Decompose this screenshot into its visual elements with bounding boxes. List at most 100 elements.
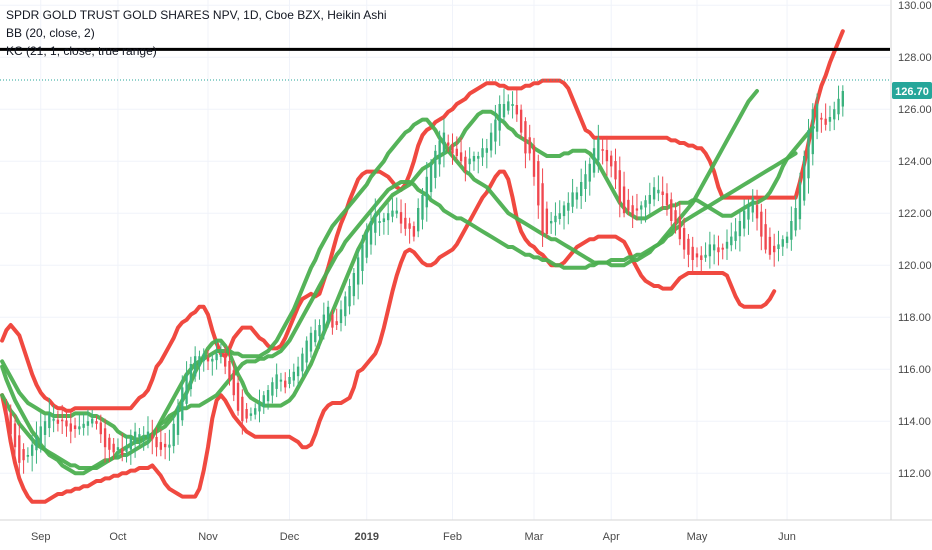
candle-up [189, 364, 193, 390]
candle-down [682, 228, 686, 250]
candle-up [386, 213, 390, 221]
candle-up [421, 195, 424, 220]
candle-up [279, 379, 283, 382]
candle-down [13, 423, 17, 448]
candle-up [39, 426, 42, 444]
legend: SPDR GOLD TRUST GOLD SHARES NPV, 1D, Cbo… [6, 6, 387, 60]
candle-up [815, 104, 819, 132]
candle-up [434, 150, 437, 178]
candle-up [271, 382, 274, 396]
symbol-title[interactable]: SPDR GOLD TRUST GOLD SHARES NPV, 1D, Cbo… [6, 8, 387, 22]
candle-down [773, 245, 776, 253]
candle-up [807, 130, 810, 179]
candle-down [241, 396, 244, 422]
candle-up [777, 244, 780, 250]
candle-down [284, 380, 287, 388]
candle-up [326, 306, 330, 323]
candle-down [674, 210, 677, 224]
candle-up [730, 236, 733, 246]
candle-up [549, 221, 553, 224]
candle-up [640, 205, 643, 210]
candle-down [69, 423, 72, 432]
candle-down [528, 137, 531, 154]
candle-up [811, 109, 814, 155]
candle-up [395, 210, 398, 214]
candle-down [519, 109, 523, 133]
candle-up [417, 208, 420, 232]
candle-down [700, 255, 703, 260]
time-tick-label: Apr [603, 531, 620, 543]
candle-up [146, 431, 150, 438]
candle-up [382, 218, 386, 222]
bb-lower-line [0, 169, 777, 504]
candle-up [318, 325, 321, 337]
candle-up [262, 395, 265, 408]
candle-up [82, 423, 85, 428]
candle-up [567, 202, 570, 211]
candle-up [378, 221, 381, 223]
candle-up [322, 314, 326, 331]
price-tick-label: 112.00 [898, 468, 931, 480]
candle-down [155, 436, 158, 448]
candle-down [73, 425, 77, 429]
candle-up [202, 353, 205, 362]
candle-up [747, 205, 750, 220]
price-tick-label: 118.00 [898, 312, 931, 324]
price-tick-label: 120.00 [898, 260, 932, 272]
candle-up [176, 405, 180, 435]
candle-down [760, 211, 763, 237]
candle-down [661, 191, 664, 195]
time-tick-label: Nov [198, 531, 218, 543]
last-price-tag-bg [892, 82, 932, 99]
bb-indicator-label[interactable]: BB (20, close, 2) [6, 26, 95, 40]
candle-down [537, 161, 540, 206]
candle-down [108, 437, 111, 450]
candle-up [348, 286, 351, 307]
candle-up [129, 436, 132, 450]
candle-up [498, 104, 501, 131]
candle-up [785, 236, 789, 243]
candle-up [48, 413, 51, 429]
candle-up [138, 434, 141, 438]
candle-down [464, 156, 467, 172]
candle-up [485, 148, 488, 153]
candle-down [665, 193, 669, 206]
candle-up [35, 436, 38, 451]
candle-down [224, 355, 227, 367]
candle-up [219, 353, 223, 357]
candle-up [305, 340, 308, 363]
candle-down [764, 224, 767, 250]
candle-down [228, 360, 231, 380]
candle-up [571, 192, 574, 207]
candle-up [309, 332, 313, 352]
time-tick-label: Feb [443, 531, 462, 543]
kc-indicator-label[interactable]: KC (21, 1, close, true range) [6, 44, 157, 58]
candle-down [627, 199, 630, 211]
candle-up [592, 148, 596, 173]
candle-down [524, 121, 527, 154]
candle-down [408, 223, 411, 229]
candle-up [258, 403, 261, 412]
candle-down [755, 205, 759, 219]
candle-down [610, 155, 613, 167]
candle-down [56, 419, 60, 424]
candle-down [532, 145, 536, 177]
candle-down [820, 117, 823, 120]
price-tick-label: 130.00 [898, 0, 932, 12]
candle-up [597, 137, 600, 161]
candle-up [708, 244, 712, 257]
price-axis[interactable]: 112.00 114.00 116.00 118.00 120.00 122.00 124.… [898, 0, 932, 480]
candle-up [314, 330, 317, 343]
candle-up [554, 215, 557, 223]
candle-down [206, 357, 210, 362]
candle-up [837, 98, 840, 115]
kc-basis-line [0, 89, 759, 476]
candle-up [502, 104, 506, 118]
indicator-bands [0, 29, 845, 504]
time-axis[interactable]: Sep Oct Nov Dec 2019 Feb Mar Apr May Jun [31, 531, 796, 543]
candle-up [468, 158, 471, 165]
candle-down [95, 421, 98, 424]
candle-down [61, 419, 64, 422]
